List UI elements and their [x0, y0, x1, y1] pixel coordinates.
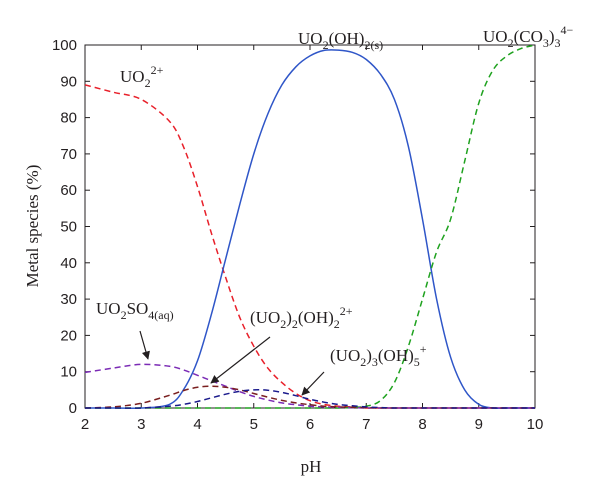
x-tick-label: 4: [193, 416, 201, 433]
plot-frame: [84, 44, 536, 409]
y-tick-label: 30: [60, 291, 77, 308]
series-label-uo2-ion: UO22+: [120, 63, 164, 90]
y-tick-label: 80: [60, 110, 77, 127]
plot-border: [84, 44, 536, 409]
arrow-uo2-3-oh-5: [301, 371, 325, 396]
x-tick-label: 8: [418, 416, 426, 433]
series-line-uo2-3-oh-5: [85, 389, 535, 409]
arrow-uo2so4: [139, 330, 150, 360]
y-tick-label: 10: [60, 364, 77, 381]
y-axis-title: Metal species (%): [23, 165, 42, 288]
x-tick-label: 9: [475, 416, 483, 433]
y-tick-label: 50: [60, 219, 77, 236]
arrow-uo2-2-oh-2: [210, 336, 271, 384]
x-axis-ticks: 2 3 4 5 6 7 8 9 10: [81, 45, 544, 433]
series-labels: UO22+ UO2(OH)2(s) UO2(CO3)34− UO2SO4(aq) (UO…: [96, 23, 574, 369]
y-tick-label: 20: [60, 327, 77, 344]
series-label-uo2-2-oh-2: (UO2)2(OH)22+: [250, 304, 353, 331]
y-tick-label: 100: [52, 37, 77, 54]
x-tick-label: 10: [527, 416, 544, 433]
series-label-uo2-3-oh-5: (UO2)3(OH)5+: [330, 342, 427, 369]
series-line-uo2-oh-2-solid: [85, 49, 535, 410]
y-tick-label: 90: [60, 73, 77, 90]
x-tick-label: 5: [250, 416, 258, 433]
series-label-uo2-oh-2-solid: UO2(OH)2(s): [298, 29, 383, 52]
series-line-uo2-ion: [84, 84, 535, 409]
y-tick-label: 70: [60, 146, 77, 163]
series-curves: [84, 44, 536, 410]
y-tick-label: 40: [60, 255, 77, 272]
x-tick-label: 3: [137, 416, 145, 433]
series-label-uo2so4-aq: UO2SO4(aq): [96, 299, 174, 322]
y-tick-label: 0: [69, 400, 77, 417]
y-axis-ticks: 0 10 20 30 40 50 60 70 80 90 100: [52, 37, 535, 417]
series-line-uo2-co3-3: [85, 44, 536, 409]
x-tick-label: 7: [362, 416, 370, 433]
x-tick-label: 2: [81, 416, 89, 433]
x-tick-label: 6: [306, 416, 314, 433]
y-tick-label: 60: [60, 182, 77, 199]
x-axis-title: pH: [301, 457, 322, 476]
series-label-uo2-co3-3: UO2(CO3)34−: [483, 23, 574, 50]
